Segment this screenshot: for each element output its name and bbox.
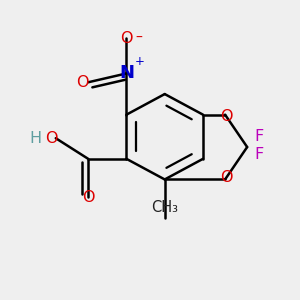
Text: –: – (135, 31, 142, 45)
Text: O: O (220, 170, 233, 185)
Text: O: O (76, 75, 88, 90)
Text: F: F (254, 147, 264, 162)
Text: +: + (135, 55, 145, 68)
Text: H: H (29, 131, 41, 146)
Text: O: O (120, 31, 133, 46)
Text: CH₃: CH₃ (151, 200, 178, 215)
Text: O: O (45, 131, 57, 146)
Text: O: O (82, 190, 94, 205)
Text: F: F (254, 129, 264, 144)
Text: N: N (119, 64, 134, 82)
Text: O: O (220, 109, 233, 124)
